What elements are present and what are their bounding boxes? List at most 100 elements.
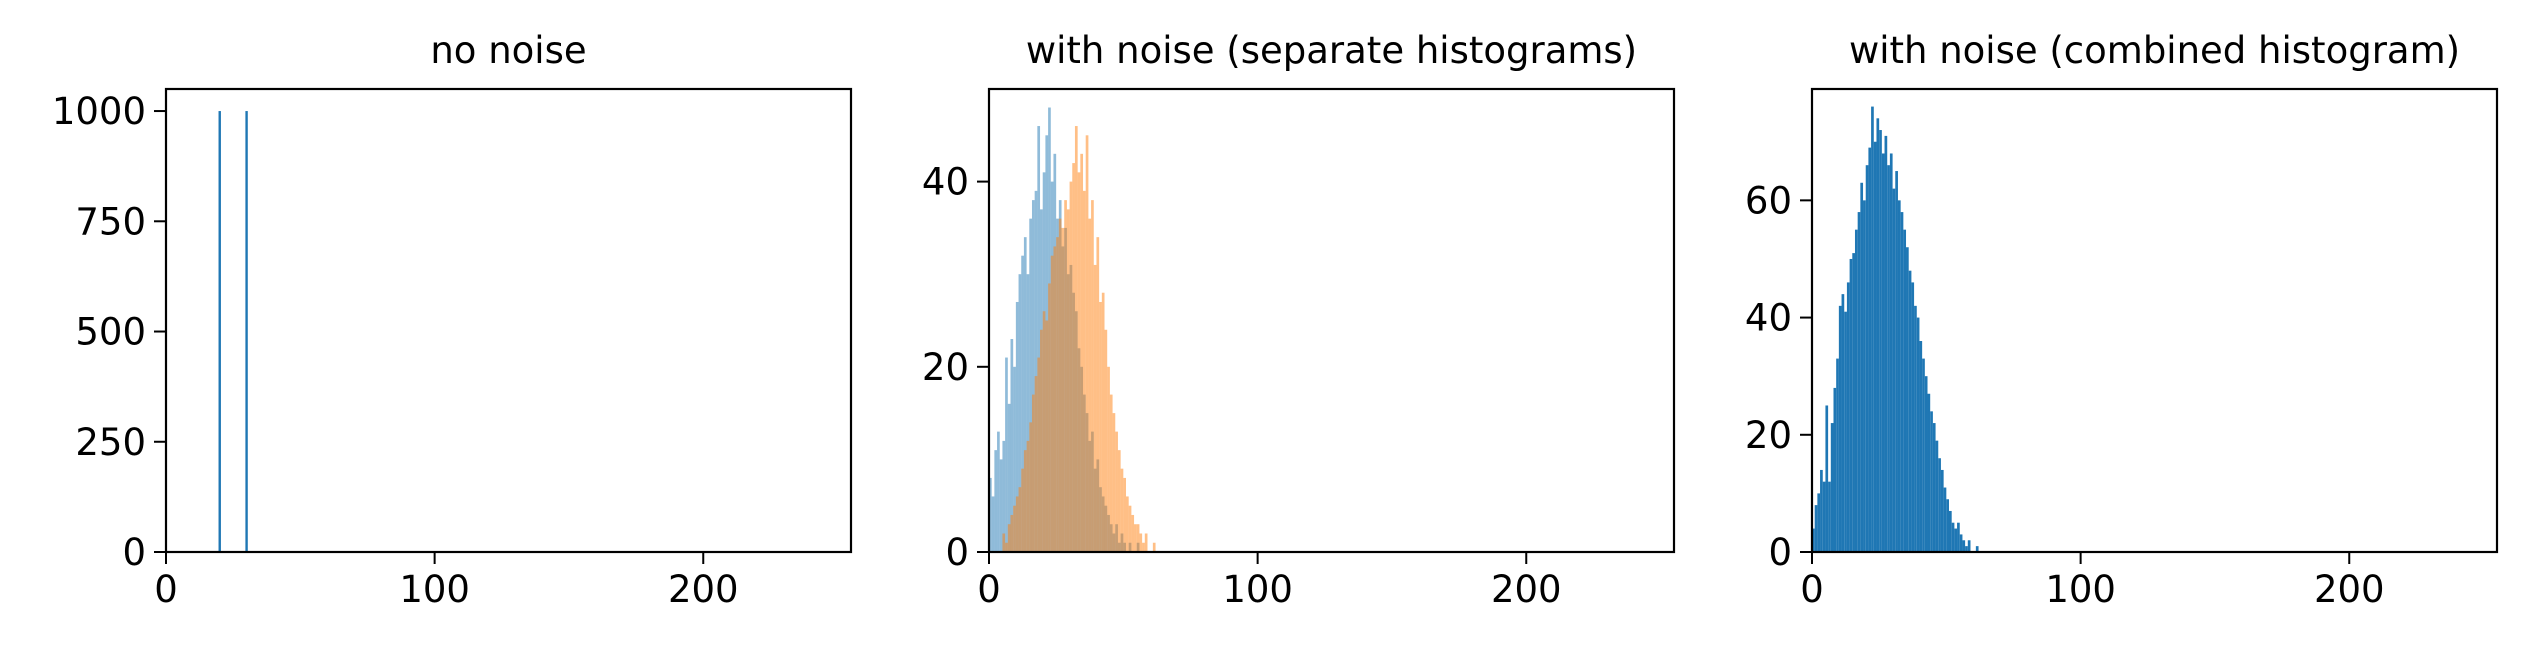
histogram-bar [1927, 393, 1931, 552]
histogram-bar [1058, 218, 1062, 552]
histogram-bar [1828, 481, 1831, 552]
histogram-bar [1922, 358, 1925, 552]
histogram-bar [1023, 237, 1027, 552]
histogram-bar [1045, 320, 1049, 552]
y-tick-label: 750 [75, 200, 146, 243]
histogram-bar [1134, 524, 1137, 552]
histogram-bar [1946, 499, 1949, 552]
histogram-bar [1080, 153, 1084, 552]
histogram-bar [1117, 450, 1121, 552]
histogram-bar [1949, 510, 1952, 552]
histogram-bar [1849, 258, 1853, 552]
histogram-bar [1021, 468, 1024, 552]
histogram-bar [1814, 505, 1818, 552]
histogram-bar [1852, 253, 1855, 552]
histogram-bar [1959, 534, 1963, 552]
histogram-bar [1018, 274, 1022, 552]
histogram-bar [1938, 458, 1941, 552]
histogram-bar [1881, 153, 1885, 552]
histogram-bar [1833, 387, 1837, 552]
histogram-bar [999, 459, 1003, 552]
histogram-bar [1056, 237, 1059, 552]
y-tick-label: 1000 [52, 90, 146, 133]
histogram-bar [1096, 237, 1100, 552]
histogram-bar [1903, 229, 1907, 552]
histogram-bar [1873, 141, 1877, 552]
y-tick-label: 0 [122, 531, 146, 574]
histogram-bar [1037, 126, 1041, 552]
histogram-bar [1951, 522, 1955, 552]
plot-frame [164, 87, 853, 554]
histogram-bar [245, 111, 248, 553]
histogram-bar [1820, 469, 1823, 552]
histogram-bar [1040, 329, 1043, 552]
histogram-bar [1954, 528, 1958, 552]
histogram-bar [1064, 200, 1067, 552]
histogram-bar [218, 111, 221, 553]
histogram-bar [1142, 542, 1145, 552]
histogram-bar [1136, 524, 1140, 552]
histogram-bar [1844, 311, 1847, 552]
x-tick-label: 0 [154, 568, 178, 611]
histogram-bar [1868, 147, 1872, 553]
histogram-bar [1822, 481, 1826, 552]
x-tick-label: 100 [399, 568, 470, 611]
histogram-bar [1037, 357, 1041, 552]
histogram-bar [1924, 376, 1928, 552]
histogram-bar [1935, 440, 1939, 552]
histogram-bar [1943, 487, 1947, 552]
histogram-bar [1083, 190, 1086, 553]
histogram-bar [1139, 533, 1143, 552]
x-tick-label: 200 [668, 568, 739, 611]
histogram-bar [1975, 546, 1979, 552]
histogram-bar [1152, 542, 1156, 552]
histogram-bar [1841, 294, 1845, 552]
histogram-bar [1015, 301, 1019, 552]
histogram-bar [1857, 212, 1861, 552]
histogram-bar [1817, 493, 1821, 552]
chart-title: with noise (separate histograms) [1026, 29, 1637, 72]
histogram-bar [1112, 413, 1116, 552]
histogram-bar [1010, 339, 1014, 552]
x-tick-label: 0 [1800, 568, 1824, 611]
histogram-bar [1962, 540, 1966, 552]
histogram-bar [1005, 357, 1008, 552]
histogram-bar [1957, 522, 1960, 552]
y-tick-label: 60 [1745, 179, 1792, 222]
histogram-bar [1115, 431, 1118, 552]
histogram-bar [1018, 487, 1022, 552]
histogram-bar [1013, 366, 1016, 552]
histogram-bar [1871, 106, 1874, 552]
histogram-bar [1013, 505, 1016, 552]
histogram-bar [1107, 366, 1110, 552]
histogram-bar [1144, 533, 1148, 552]
histogram-bar [1838, 305, 1842, 552]
histogram-bar [1069, 181, 1073, 552]
histogram-bar [1897, 200, 1901, 552]
histogram-bar [997, 431, 1000, 552]
histogram-bar [1967, 540, 1971, 552]
histogram-bar [1088, 218, 1092, 552]
histogram-bar [1932, 423, 1936, 552]
histogram-bar [1010, 514, 1014, 552]
histogram-bar [1034, 376, 1038, 552]
histogram-bar [1093, 264, 1097, 552]
histogram-bar [989, 477, 992, 552]
y-tick-label: 20 [922, 346, 969, 389]
histogram-bar [1876, 118, 1880, 553]
histogram-bar [1007, 403, 1011, 552]
histogram-bar [1048, 283, 1051, 552]
histogram-bar [1031, 200, 1035, 552]
histogram-bar [1126, 496, 1129, 552]
histogram-bar [1879, 130, 1882, 552]
histogram-bar [1007, 524, 1011, 552]
histogram-bar [1021, 255, 1024, 552]
histogram-bar [1074, 126, 1078, 552]
histogram-bar [1023, 450, 1027, 552]
histogram-bar [1131, 514, 1135, 552]
histogram-bar [1120, 468, 1124, 552]
histogram-bar [1940, 469, 1944, 552]
histogram-bar [1029, 422, 1032, 552]
histogram-bar [1104, 329, 1108, 552]
